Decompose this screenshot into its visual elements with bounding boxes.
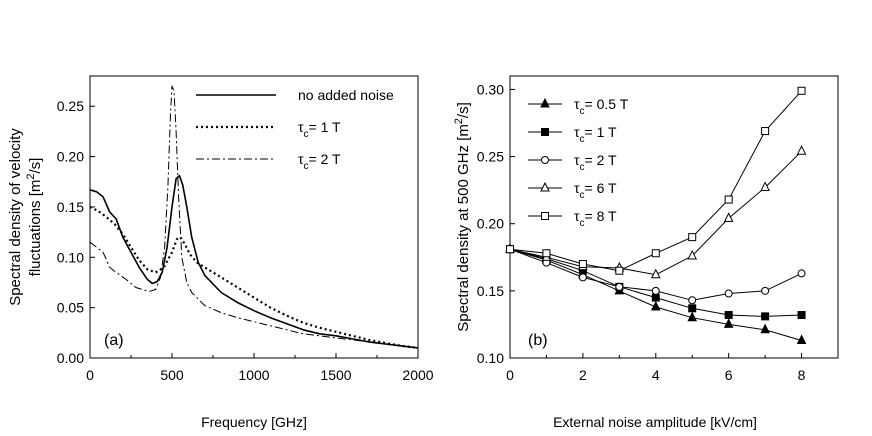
a-legend-label-2: τc= 1 T (298, 119, 341, 140)
b-ytick-label: 0.10 (477, 350, 504, 366)
b-xtick-label: 4 (652, 367, 660, 383)
b-series-4-point (760, 181, 770, 191)
b-series-1-point (687, 311, 698, 322)
b-series-1-point (723, 318, 734, 328)
b-series-5-point (615, 266, 624, 275)
a-ytick-label: 0.25 (57, 98, 84, 114)
a-series-line-1 (89, 174, 419, 349)
b-xtick-label: 2 (579, 367, 587, 383)
b-series-3-point (615, 282, 624, 291)
b-series-4-point (723, 212, 734, 222)
b-series-2-point (761, 312, 770, 321)
b-legend-marker-3 (541, 156, 549, 164)
b-series-3-point (578, 273, 587, 282)
a-series-line-2 (89, 205, 419, 349)
b-legend-marker-4 (540, 181, 550, 192)
panel-b-series-lines (505, 86, 807, 345)
a-xtick-label: 2000 (402, 367, 433, 383)
b-series-5-point (542, 249, 551, 258)
panel-b-y-axis: 0.10 0.15 0.20 0.25 0.30 (477, 81, 515, 366)
b-ytick-label: 0.25 (477, 149, 504, 165)
b-series-3-point (688, 296, 697, 305)
b-series-3-point (761, 286, 770, 295)
panel-b-x-axis: 0 2 4 6 8 (506, 353, 806, 383)
b-series-5-point (688, 233, 697, 242)
b-series-5-point (578, 260, 587, 268)
b-series-5-point (506, 245, 514, 254)
b-series-4-point (687, 249, 698, 260)
a-ytick-label: 0.20 (57, 149, 84, 165)
b-legend-label-3: τc= 2 T (574, 152, 617, 173)
b-series-3-point (724, 289, 733, 298)
b-legend-label-5: τc= 8 T (574, 208, 617, 229)
panel-b-x-axis-label: External noise amplitude [kV/cm] (553, 414, 757, 430)
b-series-1-point (650, 300, 661, 311)
b-series-2-point (651, 293, 660, 302)
b-legend-label-2: τc= 1 T (574, 124, 617, 145)
panel-a-x-axis: 0 500 1000 1500 2000 (86, 353, 434, 383)
a-xtick-label: 500 (160, 367, 184, 383)
b-series-4-point (650, 268, 661, 279)
b-series-5-point (724, 195, 733, 204)
panel-a-y-axis: 0.00 0.05 0.10 0.15 0.20 0.25 (57, 98, 95, 366)
b-series-1-point (760, 323, 770, 334)
a-ytick-label: 0.00 (57, 350, 84, 366)
b-xtick-label: 0 (506, 367, 514, 383)
b-legend-label-4: τc= 6 T (574, 180, 617, 201)
panel-a-series-lines (89, 85, 419, 349)
b-ytick-label: 0.15 (477, 283, 504, 299)
panel-b-plot-frame (509, 75, 839, 359)
a-legend-label-3: τc= 2 T (298, 151, 341, 172)
b-series-2-point (724, 311, 733, 320)
panel-a-spectral-density-vs-frequency: 0.00 0.05 0.10 0.15 0.20 0.25 0 500 1000 1500 200… (7, 75, 434, 430)
b-series-5-point (651, 249, 660, 258)
panel-a-y-axis-label-line2: fluctuations [m2/s] (25, 158, 44, 277)
panel-a-legend: no added noise τc= 1 T τc= 2 T (196, 87, 394, 172)
a-ytick-label: 0.05 (57, 300, 84, 316)
a-xtick-label: 1500 (320, 367, 351, 383)
a-legend-label-1: no added noise (298, 87, 394, 103)
a-ytick-label: 0.10 (57, 249, 84, 265)
b-legend-marker-1 (540, 97, 550, 108)
a-ytick-label: 0.15 (57, 199, 84, 215)
b-series-5-point (797, 86, 806, 95)
panel-b-y-axis-label: Spectral density at 500 GHz [m2/s] (453, 102, 472, 332)
panel-b-label: (b) (528, 332, 548, 349)
b-series-line-5 (509, 90, 802, 272)
b-xtick-label: 8 (798, 367, 806, 383)
b-series-3-point (797, 269, 806, 278)
panel-a-plot-frame (89, 75, 419, 359)
b-series-1-point (796, 334, 807, 345)
panel-a-label: (a) (104, 332, 124, 349)
panel-a-x-axis-label: Frequency [GHz] (201, 414, 307, 430)
b-ytick-label: 0.20 (477, 216, 504, 232)
b-legend-marker-2 (541, 128, 549, 136)
b-legend-label-1: τc= 0.5 T (574, 96, 629, 117)
b-series-4-point (796, 145, 807, 155)
a-xtick-label: 0 (86, 367, 94, 383)
b-legend-marker-5 (541, 212, 549, 220)
b-series-2-point (797, 311, 806, 320)
panel-b-legend: τc= 0.5 T τc= 1 T τc= 2 T τc= 6 T τc= 8 T (528, 96, 629, 229)
a-xtick-label: 1000 (238, 367, 269, 383)
b-xtick-label: 6 (725, 367, 733, 383)
b-series-5-point (761, 127, 770, 136)
b-series-2-point (688, 304, 697, 313)
b-ytick-label: 0.30 (477, 81, 504, 97)
a-series-line-3 (89, 85, 419, 349)
b-series-3-point (651, 286, 660, 295)
panel-a-y-axis-label-line1: Spectral density of velocity (7, 128, 24, 306)
